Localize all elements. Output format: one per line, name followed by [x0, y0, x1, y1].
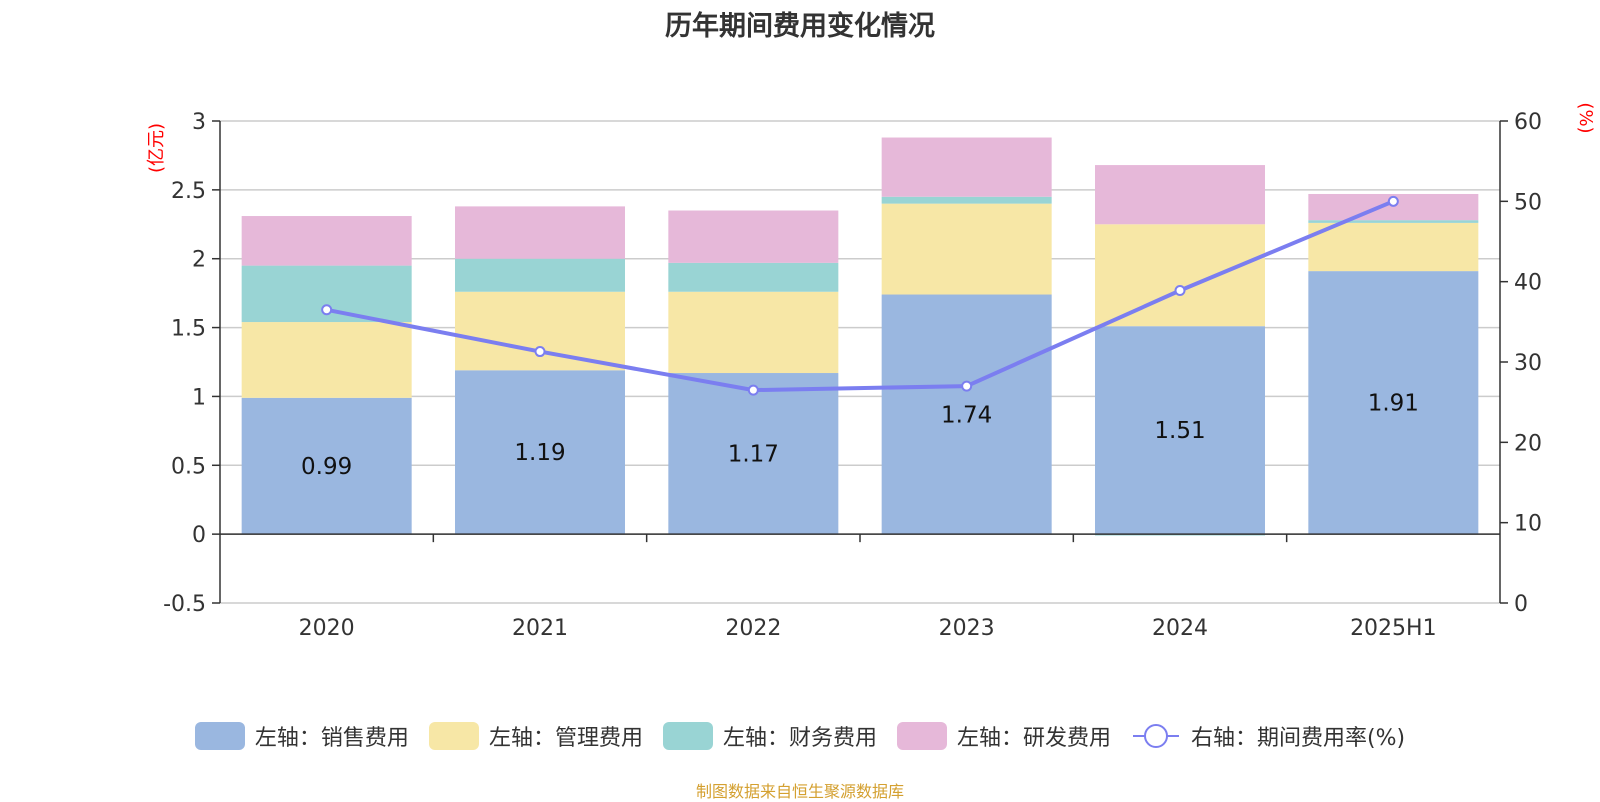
bar-3-2020 [241, 216, 412, 266]
legend-item-sales[interactable]: 左轴：销售费用 [194, 720, 409, 752]
right-tick-label-0: 60 [1514, 110, 1542, 135]
bar-1-2023 [881, 203, 1052, 295]
category-label-3: 2023 [939, 616, 995, 641]
left-tick-label-2: 2 [192, 248, 206, 273]
legend-label-rnd: 左轴：研发费用 [956, 726, 1111, 751]
category-label-1: 2021 [512, 616, 568, 641]
bar-1-2020 [241, 322, 412, 398]
bar-1-2025H1 [1308, 222, 1479, 272]
bar-0-2021 [455, 370, 625, 535]
legend-item-rnd[interactable]: 左轴：研发费用 [896, 720, 1111, 752]
legend-label-rate: 右轴：期间费用率(%) [1190, 726, 1406, 751]
rate-point-0 [321, 304, 333, 316]
bar-2-2021 [455, 258, 625, 292]
bar-1-2021 [455, 291, 625, 371]
chart-canvas: 32.521.510.50-0.56050403020100(亿元)(%)202… [146, 102, 1596, 641]
bar-2-2025H1 [1308, 220, 1479, 223]
chart-legend: 左轴：销售费用 左轴：管理费用 左轴：财务费用 左轴：研发费用 右轴：期间费用率… [0, 720, 1600, 752]
bar-2-2023 [881, 196, 1052, 204]
right-tick-label-6: 0 [1514, 592, 1528, 617]
data-label-4: 1.51 [1154, 418, 1205, 444]
data-label-1: 1.19 [514, 440, 565, 466]
legend-item-finance[interactable]: 左轴：财务费用 [662, 720, 877, 752]
bar-0-2020 [241, 397, 412, 535]
bar-0-2024 [1095, 326, 1265, 535]
bar-0-2025H1 [1308, 271, 1479, 535]
data-label-2: 1.17 [728, 442, 779, 468]
bar-3-2024 [1095, 165, 1265, 225]
right-tick-label-4: 20 [1514, 431, 1542, 456]
category-label-0: 2020 [299, 616, 355, 641]
category-label-5: 2025H1 [1350, 616, 1437, 641]
left-tick-label-1: 2.5 [171, 179, 206, 204]
left-tick-label-0: 3 [192, 110, 206, 135]
right-tick-label-3: 30 [1514, 351, 1542, 376]
category-label-2: 2022 [725, 616, 781, 641]
right-axis-unit: (%) [1575, 102, 1596, 133]
legend-swatch-rate [1132, 724, 1179, 748]
legend-swatch-admin [428, 722, 479, 750]
right-tick-label-1: 50 [1514, 190, 1542, 215]
source-note: 制图数据来自恒生聚源数据库 [695, 782, 904, 801]
rate-point-3 [961, 380, 973, 392]
legend-swatch-sales [194, 722, 245, 750]
bar-0-2022 [668, 373, 839, 535]
rate-point-4 [1174, 285, 1186, 297]
left-tick-label-6: 0 [192, 523, 206, 548]
category-label-4: 2024 [1152, 616, 1208, 641]
bar-2-2022 [668, 262, 839, 292]
legend-item-rate[interactable]: 右轴：期间费用率(%) [1131, 720, 1405, 752]
bar-1-2022 [668, 291, 839, 374]
rate-point-5 [1387, 195, 1399, 207]
legend-label-finance: 左轴：财务费用 [722, 726, 877, 751]
bar-0-2023 [881, 294, 1052, 535]
left-tick-label-7: -0.5 [163, 592, 206, 617]
bar-1-2024 [1095, 224, 1265, 327]
left-axis-unit: (亿元) [146, 123, 167, 173]
rate-line [326, 199, 1395, 393]
right-tick-label-5: 10 [1514, 512, 1542, 537]
right-tick-label-2: 40 [1514, 271, 1542, 296]
chart-title: 历年期间费用变化情况 [665, 11, 935, 42]
left-tick-label-3: 1.5 [171, 317, 206, 342]
rate-point-1 [534, 346, 546, 358]
bar-3-2021 [455, 206, 625, 259]
legend-label-sales: 左轴：销售费用 [254, 726, 409, 751]
legend-item-admin[interactable]: 左轴：管理费用 [428, 720, 643, 752]
legend-swatch-rnd [896, 722, 947, 750]
legend-label-admin: 左轴：管理费用 [488, 726, 643, 751]
data-label-5: 1.91 [1368, 391, 1419, 417]
left-tick-label-4: 1 [192, 385, 206, 410]
bar-3-2023 [881, 137, 1052, 197]
legend-swatch-finance [662, 722, 713, 750]
data-label-0: 0.99 [301, 454, 352, 480]
left-tick-label-5: 0.5 [171, 454, 206, 479]
rate-point-2 [747, 384, 759, 396]
data-label-3: 1.74 [941, 402, 992, 428]
bar-3-2022 [668, 210, 839, 263]
